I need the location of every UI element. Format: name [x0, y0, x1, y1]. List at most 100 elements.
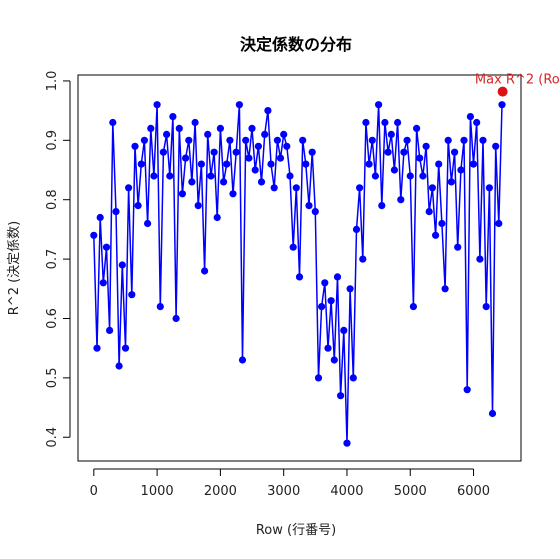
data-point: [276, 154, 285, 162]
data-point: [153, 101, 161, 109]
data-point: [441, 285, 449, 293]
data-point: [409, 303, 417, 311]
x-axis-label: Row (行番号): [256, 523, 336, 538]
data-point: [299, 136, 307, 144]
data-point: [473, 118, 481, 127]
data-point: [178, 190, 186, 198]
data-point: [454, 243, 462, 251]
data-point: [245, 154, 253, 162]
data-point: [428, 184, 436, 192]
data-point: [96, 213, 104, 222]
data-point: [381, 118, 389, 127]
data-point: [134, 202, 142, 210]
data-point: [150, 172, 158, 180]
chart-title: 決定係数の分布: [240, 35, 352, 54]
data-point: [365, 160, 373, 168]
data-point: [352, 225, 361, 233]
data-point: [194, 202, 202, 210]
data-point: [302, 160, 310, 168]
data-point: [362, 118, 370, 127]
data-point: [147, 124, 155, 132]
x-tick-label: 3000: [267, 484, 300, 499]
data-point: [257, 178, 266, 186]
data-point: [356, 184, 364, 192]
data-point: [368, 136, 376, 144]
data-point: [248, 124, 256, 132]
data-point: [286, 172, 294, 180]
data-point: [469, 160, 478, 168]
x-tick-label: 6000: [457, 484, 490, 499]
data-point: [185, 136, 193, 144]
data-point: [197, 160, 205, 168]
data-point: [159, 148, 167, 156]
data-point: [156, 303, 164, 311]
data-point: [270, 184, 278, 192]
data-point: [337, 392, 345, 400]
data-point: [223, 160, 231, 168]
data-point: [314, 374, 323, 382]
data-point: [204, 130, 212, 138]
data-point: [485, 184, 493, 192]
data-point: [479, 136, 487, 144]
data-point: [495, 219, 503, 228]
data-point: [128, 291, 136, 299]
data-point: [267, 160, 275, 168]
data-point: [261, 130, 269, 138]
data-point: [451, 148, 459, 156]
data-point: [413, 124, 421, 132]
data-point: [144, 219, 152, 228]
data-point: [340, 326, 348, 334]
data-point: [349, 374, 357, 382]
data-point: [498, 101, 506, 109]
data-point: [125, 184, 133, 192]
data-point: [172, 314, 180, 323]
data-point: [226, 136, 234, 144]
data-point: [216, 124, 224, 132]
data-point: [387, 130, 395, 138]
data-point: [295, 273, 304, 281]
data-point: [321, 279, 329, 287]
data-point: [318, 303, 326, 311]
data-point: [394, 118, 402, 127]
data-point: [242, 136, 250, 144]
y-tick-label: 0.5: [45, 368, 60, 389]
data-point: [90, 231, 98, 239]
plot-region: [90, 101, 506, 447]
plot-frame: [77, 74, 522, 462]
data-point: [375, 101, 383, 109]
data-point: [289, 243, 297, 251]
data-point: [220, 178, 228, 186]
data-point: [305, 202, 313, 210]
data-point: [422, 142, 430, 150]
data-point: [460, 136, 468, 144]
data-point: [435, 160, 443, 168]
data-point: [118, 261, 126, 269]
data-point: [213, 213, 221, 222]
data-point: [102, 243, 111, 251]
data-point: [359, 255, 367, 263]
data-point: [163, 130, 171, 138]
y-tick-label: 0.7: [45, 249, 60, 270]
data-point: [432, 231, 440, 239]
x-axis: 0 1000 2000 3000 4000 5000 6000: [90, 468, 490, 499]
series-line: [93, 104, 503, 444]
data-point: [457, 166, 465, 174]
data-point: [140, 136, 148, 144]
data-point: [254, 142, 262, 150]
data-point: [343, 439, 351, 447]
y-tick-label: 0.8: [45, 189, 60, 210]
data-point: [438, 219, 446, 228]
data-point: [330, 356, 338, 364]
max-point-label: Max R^2 (Row: [475, 73, 560, 88]
data-point: [466, 113, 474, 121]
data-point: [463, 386, 471, 394]
x-tick-label: 0: [90, 484, 98, 499]
data-point: [121, 344, 130, 352]
data-point: [425, 208, 433, 216]
y-axis: 0.4 0.5 0.6 0.7 0.8 0.9 1.0: [45, 71, 71, 448]
data-point: [419, 172, 427, 180]
data-point: [99, 279, 107, 287]
data-point: [251, 166, 259, 174]
data-point: [283, 142, 291, 150]
data-point: [308, 148, 316, 156]
